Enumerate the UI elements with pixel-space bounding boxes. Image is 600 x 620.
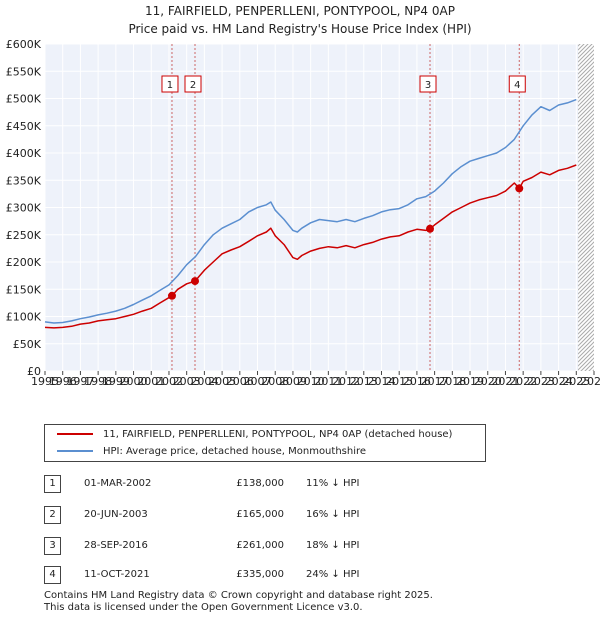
- sale-row: 4 11-OCT-2021 £335,000 24% ↓ HPI: [44, 566, 464, 584]
- sale-label-number: 4: [514, 80, 520, 91]
- sale-date: 01-MAR-2002: [84, 478, 152, 489]
- y-tick-label: £100K: [6, 311, 42, 324]
- price-paid-series-line: [44, 164, 577, 329]
- x-tick-label: 1999: [102, 375, 130, 388]
- footer-line-copyright: Contains HM Land Registry data © Crown c…: [44, 590, 433, 601]
- sale-label-number: 1: [167, 80, 173, 91]
- chart-subtitle: Price paid vs. HM Land Registry's House …: [128, 22, 472, 36]
- sale-row: 1 01-MAR-2002 £138,000 11% ↓ HPI: [44, 475, 464, 493]
- x-tick-label: 2017: [421, 375, 449, 388]
- hpi-series-line: [44, 98, 577, 324]
- sale-row: 2 20-JUN-2003 £165,000 16% ↓ HPI: [44, 506, 464, 524]
- sale-date: 20-JUN-2003: [84, 509, 148, 520]
- x-tick-label: 2014: [367, 375, 395, 388]
- legend-item-price-paid: 11, FAIRFIELD, PENPERLLENI, PONTYPOOL, N…: [45, 426, 452, 442]
- x-tick-label: 1995: [31, 375, 59, 388]
- x-tick-label: 2012: [332, 375, 360, 388]
- sale-hpi-diff: 24% ↓ HPI: [306, 569, 360, 580]
- footer-attribution: Contains HM Land Registry data © Crown c…: [44, 590, 433, 614]
- x-tick-label: 2005: [208, 375, 236, 388]
- x-tick-label: 2022: [509, 375, 537, 388]
- sale-label-box: [184, 75, 202, 93]
- y-tick-label: £550K: [6, 65, 42, 78]
- x-tick-label: 1997: [66, 375, 94, 388]
- x-tick-label: 2000: [120, 375, 148, 388]
- x-tick-label: 2006: [226, 375, 254, 388]
- legend-swatch-price-paid: [57, 433, 93, 435]
- y-tick-label: £150K: [6, 283, 42, 296]
- footer-line-licence: This data is licensed under the Open Gov…: [44, 602, 363, 613]
- x-tick-label: 1996: [49, 375, 77, 388]
- sale-label-box: [508, 75, 526, 93]
- y-tick-label: £500K: [6, 93, 42, 106]
- x-tick-label: 2024: [545, 375, 573, 388]
- sale-point: [191, 277, 200, 286]
- legend-swatch-hpi: [57, 450, 93, 452]
- x-tick-label: 2013: [350, 375, 378, 388]
- y-tick-label: £300K: [6, 202, 42, 215]
- sale-point: [515, 184, 524, 193]
- price-chart: 1 2 3 4 £0 £50K £100K £150K £200K £250K £300K £350…: [6, 38, 600, 388]
- sale-point: [426, 224, 435, 233]
- legend: 11, FAIRFIELD, PENPERLLENI, PONTYPOOL, N…: [44, 424, 486, 462]
- sale-number-badge: 3: [44, 537, 61, 555]
- x-tick-label: 2026: [580, 375, 600, 388]
- sale-label-box: [419, 75, 437, 93]
- sale-number-badge: 4: [44, 566, 61, 584]
- x-tick-label: 2025: [562, 375, 590, 388]
- sale-date: 28-SEP-2016: [84, 540, 148, 551]
- legend-label: 11, FAIRFIELD, PENPERLLENI, PONTYPOOL, N…: [103, 428, 453, 440]
- sale-label-number: 3: [425, 80, 431, 91]
- x-tick-label: 2019: [456, 375, 484, 388]
- sale-price: £261,000: [236, 540, 284, 551]
- y-tick-label: £400K: [6, 147, 42, 160]
- sale-point: [167, 291, 176, 300]
- y-tick-label: £0: [27, 365, 41, 378]
- sale-label-box: [161, 75, 179, 93]
- sale-price: £335,000: [236, 569, 284, 580]
- y-tick-label: £200K: [6, 256, 42, 269]
- x-tick-label: 2016: [403, 375, 431, 388]
- sale-price: £138,000: [236, 478, 284, 489]
- y-tick-label: £450K: [6, 120, 42, 133]
- x-tick-label: 2011: [314, 375, 342, 388]
- x-tick-label: 2009: [279, 375, 307, 388]
- chart-title: 11, FAIRFIELD, PENPERLLENI, PONTYPOOL, N…: [145, 4, 455, 18]
- x-tick-label: 1998: [84, 375, 112, 388]
- sale-number-badge: 2: [44, 506, 61, 524]
- legend-item-hpi: HPI: Average price, detached house, Monm…: [45, 443, 366, 459]
- x-tick-label: 2021: [491, 375, 519, 388]
- sale-hpi-diff: 18% ↓ HPI: [306, 540, 360, 551]
- sale-hpi-diff: 16% ↓ HPI: [306, 509, 360, 520]
- sale-row: 3 28-SEP-2016 £261,000 18% ↓ HPI: [44, 537, 464, 555]
- sale-number-badge: 1: [44, 475, 61, 493]
- x-tick-label: 2020: [474, 375, 502, 388]
- y-tick-label: £600K: [6, 38, 42, 51]
- y-tick-label: £350K: [6, 174, 42, 187]
- sale-label-number: 2: [190, 80, 196, 91]
- x-tick-label: 2008: [261, 375, 289, 388]
- x-tick-label: 2003: [173, 375, 201, 388]
- x-tick-label: 2004: [190, 375, 218, 388]
- sale-price: £165,000: [236, 509, 284, 520]
- x-tick-label: 2007: [244, 375, 272, 388]
- x-tick-label: 2001: [137, 375, 165, 388]
- x-tick-label: 2015: [385, 375, 413, 388]
- y-tick-label: £50K: [13, 338, 42, 351]
- x-tick-label: 2002: [155, 375, 183, 388]
- sale-date: 11-OCT-2021: [84, 569, 150, 580]
- x-tick-label: 2018: [438, 375, 466, 388]
- x-tick-label: 2010: [297, 375, 325, 388]
- sale-hpi-diff: 11% ↓ HPI: [306, 478, 360, 489]
- y-tick-label: £250K: [6, 229, 42, 242]
- x-tick-label: 2023: [527, 375, 555, 388]
- legend-label: HPI: Average price, detached house, Monm…: [103, 445, 367, 457]
- future-hatched-region: [578, 44, 594, 371]
